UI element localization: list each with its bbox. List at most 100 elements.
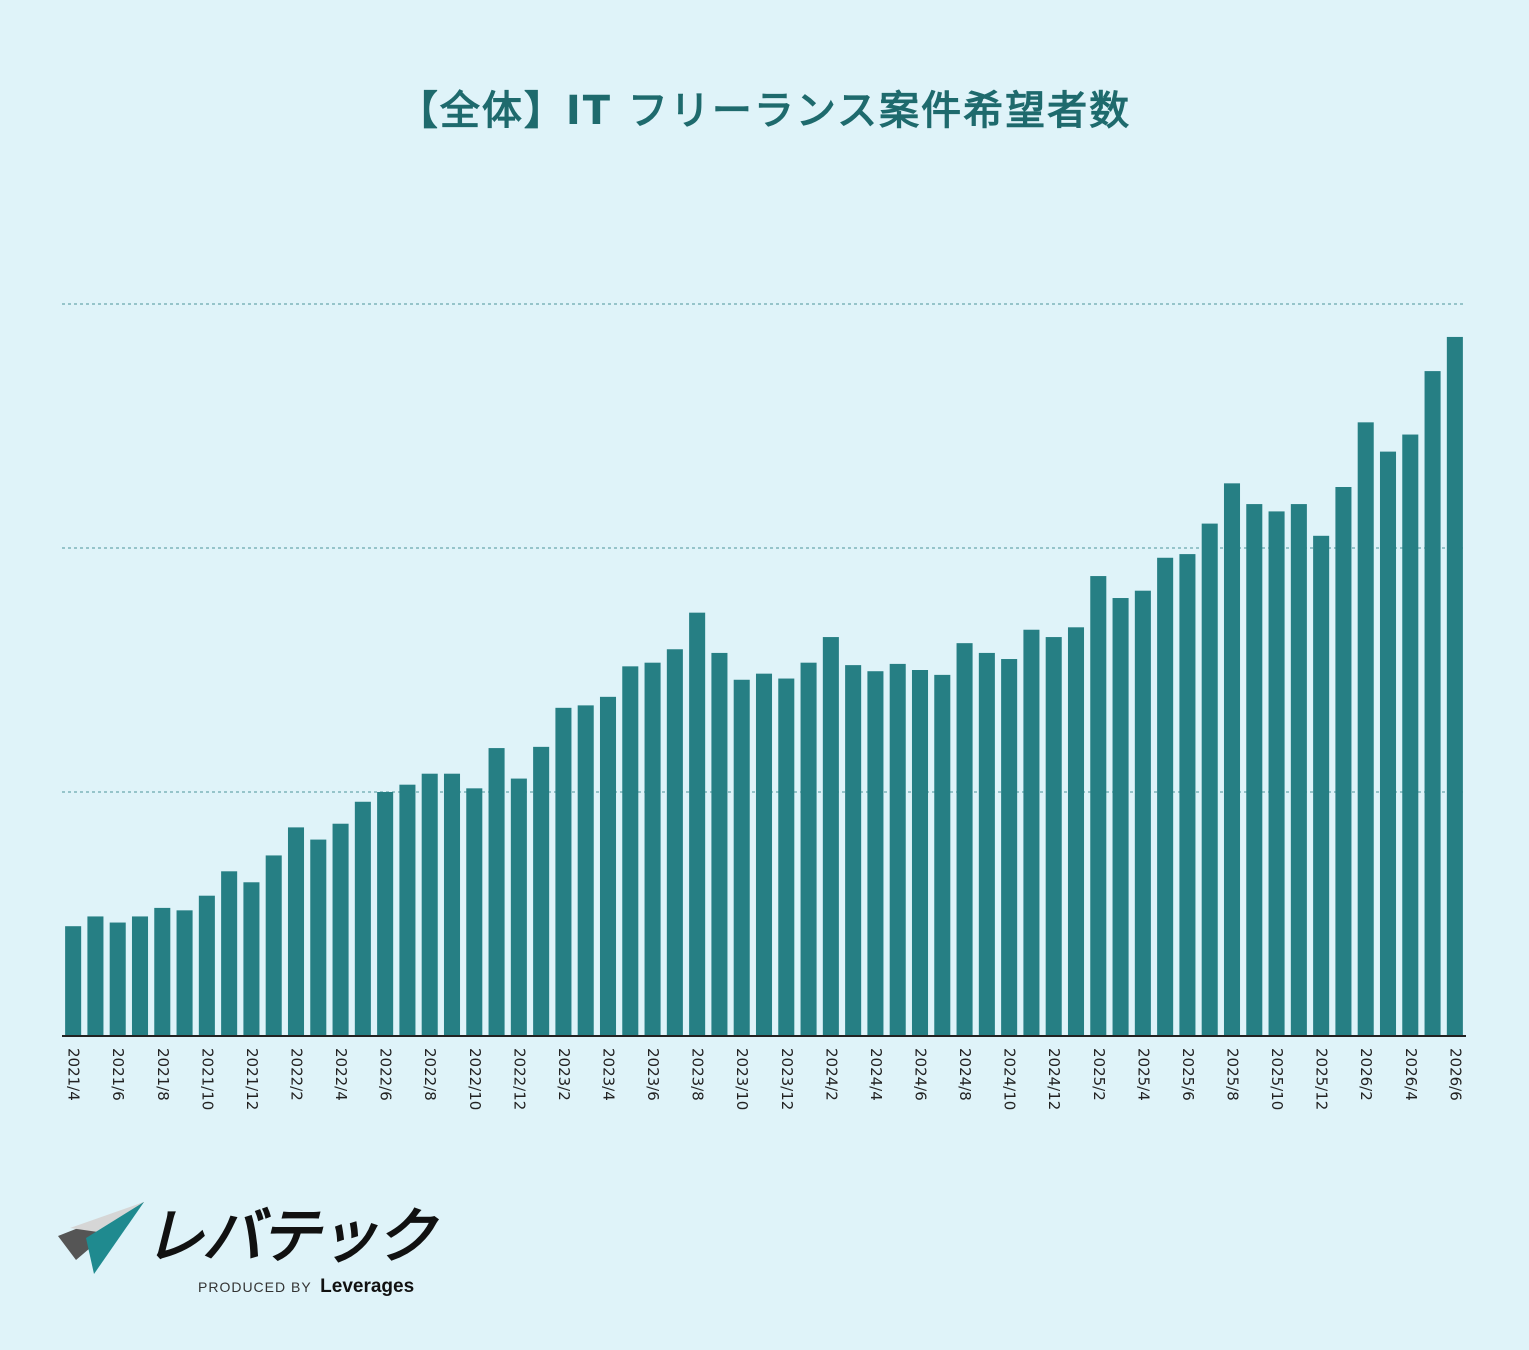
bar xyxy=(599,696,617,1036)
chart-title: 【全体】IT フリーランス案件希望者数 xyxy=(397,88,1132,134)
x-tick-label: 2026/4 xyxy=(1402,1048,1420,1101)
bar xyxy=(1335,487,1352,1036)
x-tick-label: 2022/12 xyxy=(510,1048,528,1110)
x-tick-label: 2022/10 xyxy=(466,1048,484,1110)
x-tick-label: 2021/8 xyxy=(154,1048,172,1101)
bar xyxy=(555,707,572,1036)
bar xyxy=(221,871,238,1036)
x-tick-label: 2023/10 xyxy=(733,1048,751,1110)
x-tick-label: 2022/4 xyxy=(332,1048,350,1101)
x-tick-label: 2023/12 xyxy=(778,1048,796,1110)
x-tick-label: 2021/6 xyxy=(109,1048,127,1101)
bar xyxy=(1313,535,1330,1036)
bar xyxy=(421,773,438,1036)
bar xyxy=(109,922,126,1036)
x-tick-label: 2024/2 xyxy=(822,1048,840,1101)
bar xyxy=(800,662,817,1036)
levtech-logo: レバテック PRODUCED BY Leverages xyxy=(56,1198,436,1303)
bar xyxy=(889,663,906,1036)
x-tick-label: 2025/8 xyxy=(1224,1048,1242,1101)
bar xyxy=(778,678,795,1036)
x-tick-label: 2024/10 xyxy=(1001,1048,1019,1110)
x-tick-label: 2024/12 xyxy=(1045,1048,1063,1110)
x-tick-label: 2021/12 xyxy=(243,1048,261,1110)
bar xyxy=(1402,434,1419,1036)
bar xyxy=(1001,659,1018,1036)
x-tick-label: 2025/12 xyxy=(1313,1048,1331,1110)
bar xyxy=(1067,627,1085,1036)
bar xyxy=(1090,576,1107,1036)
bar xyxy=(1112,598,1129,1036)
bar xyxy=(845,665,862,1036)
bar xyxy=(399,784,416,1036)
bar xyxy=(510,778,527,1036)
x-tick-labels: 2021/4 2021/6 2021/8 2021/10 2021/12 2022/2 20… xyxy=(65,1048,1465,1110)
x-tick-label: 2026/6 xyxy=(1446,1048,1464,1101)
bar xyxy=(533,746,550,1036)
produced-by-text: PRODUCED BY xyxy=(198,1279,312,1295)
x-tick-label: 2024/6 xyxy=(912,1048,930,1101)
company-name: Leverages xyxy=(320,1276,415,1297)
x-tick-label: 2023/8 xyxy=(689,1048,707,1101)
bar xyxy=(1268,511,1285,1036)
bar xyxy=(332,823,349,1036)
bar xyxy=(1446,336,1463,1036)
bar xyxy=(577,705,594,1036)
bar xyxy=(1290,504,1307,1037)
bar xyxy=(1023,629,1040,1036)
bar xyxy=(1157,557,1174,1036)
bar xyxy=(243,882,260,1036)
bar xyxy=(1357,422,1374,1037)
bar xyxy=(1379,451,1397,1036)
bar xyxy=(310,839,327,1036)
x-tick-label: 2023/6 xyxy=(644,1048,662,1101)
bar xyxy=(711,652,728,1036)
paper-plane-logo-icon xyxy=(58,1202,144,1274)
x-tick-label: 2026/2 xyxy=(1357,1048,1375,1101)
x-tick-label: 2025/6 xyxy=(1179,1048,1197,1101)
bar xyxy=(1246,504,1263,1037)
bar xyxy=(466,788,483,1036)
logo-brand-text: レバテック xyxy=(144,1202,436,1272)
bar xyxy=(1134,590,1151,1036)
bars xyxy=(65,336,1463,1037)
bar xyxy=(131,916,149,1036)
bar xyxy=(1179,554,1196,1036)
x-tick-label: 2024/4 xyxy=(867,1048,885,1101)
logo-tagline: PRODUCED BY Leverages xyxy=(198,1276,414,1298)
bar xyxy=(689,612,706,1036)
bar xyxy=(956,643,973,1036)
x-tick-label: 2025/10 xyxy=(1268,1048,1286,1110)
bar xyxy=(287,827,305,1036)
bar xyxy=(934,674,951,1036)
bar xyxy=(622,666,639,1036)
bar xyxy=(1424,371,1441,1037)
x-tick-label: 2021/4 xyxy=(65,1048,83,1101)
x-tick-label: 2023/2 xyxy=(555,1048,573,1101)
bar xyxy=(154,907,171,1036)
bar xyxy=(666,649,683,1036)
x-tick-label: 2024/8 xyxy=(956,1048,974,1101)
bar xyxy=(755,673,773,1036)
bar xyxy=(443,773,461,1036)
bar xyxy=(733,679,750,1036)
bar xyxy=(198,895,215,1036)
x-tick-label: 2022/6 xyxy=(377,1048,395,1101)
bar xyxy=(867,671,884,1036)
x-tick-label: 2022/2 xyxy=(288,1048,306,1101)
x-tick-label: 2023/4 xyxy=(600,1048,618,1101)
bar xyxy=(1045,637,1062,1036)
x-tick-label: 2022/8 xyxy=(421,1048,439,1101)
x-tick-label: 2021/10 xyxy=(198,1048,216,1110)
bar xyxy=(911,670,929,1036)
bar xyxy=(488,748,505,1036)
bar xyxy=(354,801,371,1036)
bar xyxy=(65,926,82,1036)
bar xyxy=(1201,523,1218,1036)
bar xyxy=(978,652,995,1036)
bar xyxy=(87,916,104,1036)
bar xyxy=(176,910,193,1036)
bar xyxy=(822,637,839,1036)
bar xyxy=(1223,483,1241,1037)
